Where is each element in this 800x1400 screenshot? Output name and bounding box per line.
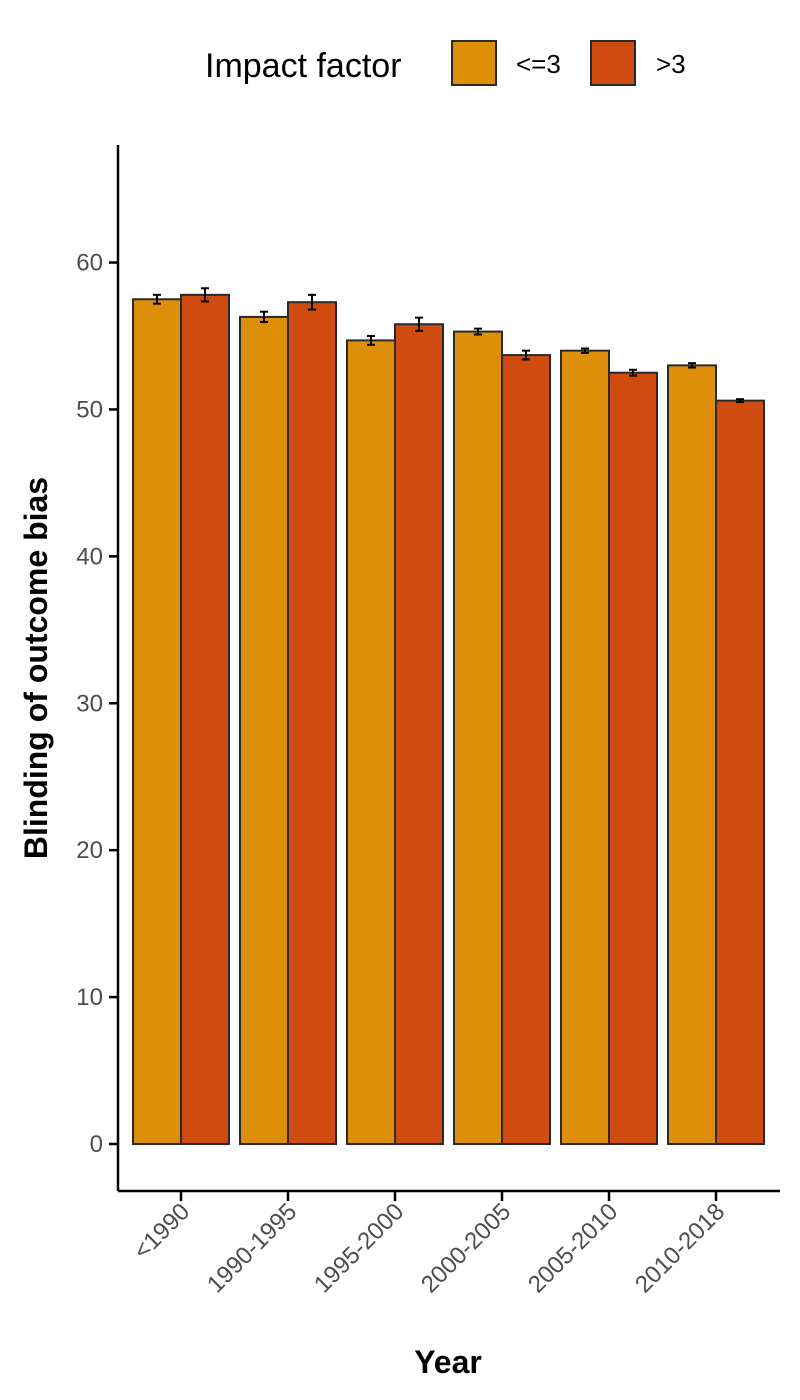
legend: Impact factor <=3 >3 <box>205 40 686 86</box>
x-tick-label: <1990 <box>128 1198 195 1265</box>
x-tick-label: 2010-2018 <box>630 1198 730 1298</box>
legend-swatch-gt3 <box>590 40 636 86</box>
bar <box>346 339 396 1145</box>
bar <box>453 330 503 1145</box>
y-tick-label: 50 <box>76 396 103 423</box>
legend-swatch-le3 <box>451 40 497 86</box>
bar <box>667 364 717 1145</box>
y-tick-label: 30 <box>76 690 103 717</box>
bars <box>132 293 765 1145</box>
y-tick-label: 20 <box>76 837 103 864</box>
x-tick-label: 1990-1995 <box>202 1198 302 1298</box>
legend-label-gt3: >3 <box>656 49 686 79</box>
bar <box>394 323 444 1145</box>
bar <box>239 315 289 1145</box>
x-tick-label: 2005-2010 <box>523 1198 623 1298</box>
bar <box>132 298 182 1145</box>
bar <box>560 349 610 1145</box>
x-tick-label: 2000-2005 <box>416 1198 516 1298</box>
y-tick-label: 10 <box>76 984 103 1011</box>
y-tick-label: 40 <box>76 543 103 570</box>
x-axis: <1990 1990-1995 1995-2000 2000-2005 2005-201… <box>118 1189 780 1298</box>
error-bars <box>153 287 744 404</box>
legend-label-le3: <=3 <box>516 49 561 79</box>
bar <box>501 354 551 1145</box>
y-axis: 0 10 20 30 40 50 60 <box>76 145 120 1191</box>
legend-title: Impact factor <box>205 47 402 85</box>
y-tick-label: 0 <box>90 1131 103 1158</box>
bar <box>608 371 658 1145</box>
x-tick-label: 1995-2000 <box>309 1198 409 1298</box>
x-axis-title: Year <box>414 1344 482 1380</box>
y-axis-title: Blinding of outcome bias <box>18 477 54 859</box>
bar <box>715 399 765 1145</box>
y-tick-label: 60 <box>76 250 103 277</box>
bar <box>287 301 337 1145</box>
bar <box>180 293 230 1145</box>
